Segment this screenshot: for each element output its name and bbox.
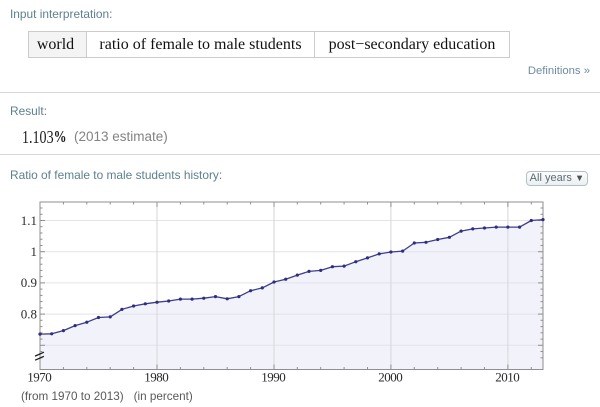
svg-text:0.9: 0.9 [21, 275, 37, 290]
svg-text:1990: 1990 [261, 370, 285, 385]
svg-text:1.1: 1.1 [21, 213, 37, 228]
svg-text:0.8: 0.8 [21, 306, 37, 321]
svg-text:2000: 2000 [378, 370, 402, 385]
svg-text:1980: 1980 [144, 370, 168, 385]
svg-text:1: 1 [31, 244, 38, 259]
svg-text:2010: 2010 [495, 370, 519, 385]
svg-text:1970: 1970 [27, 370, 51, 385]
